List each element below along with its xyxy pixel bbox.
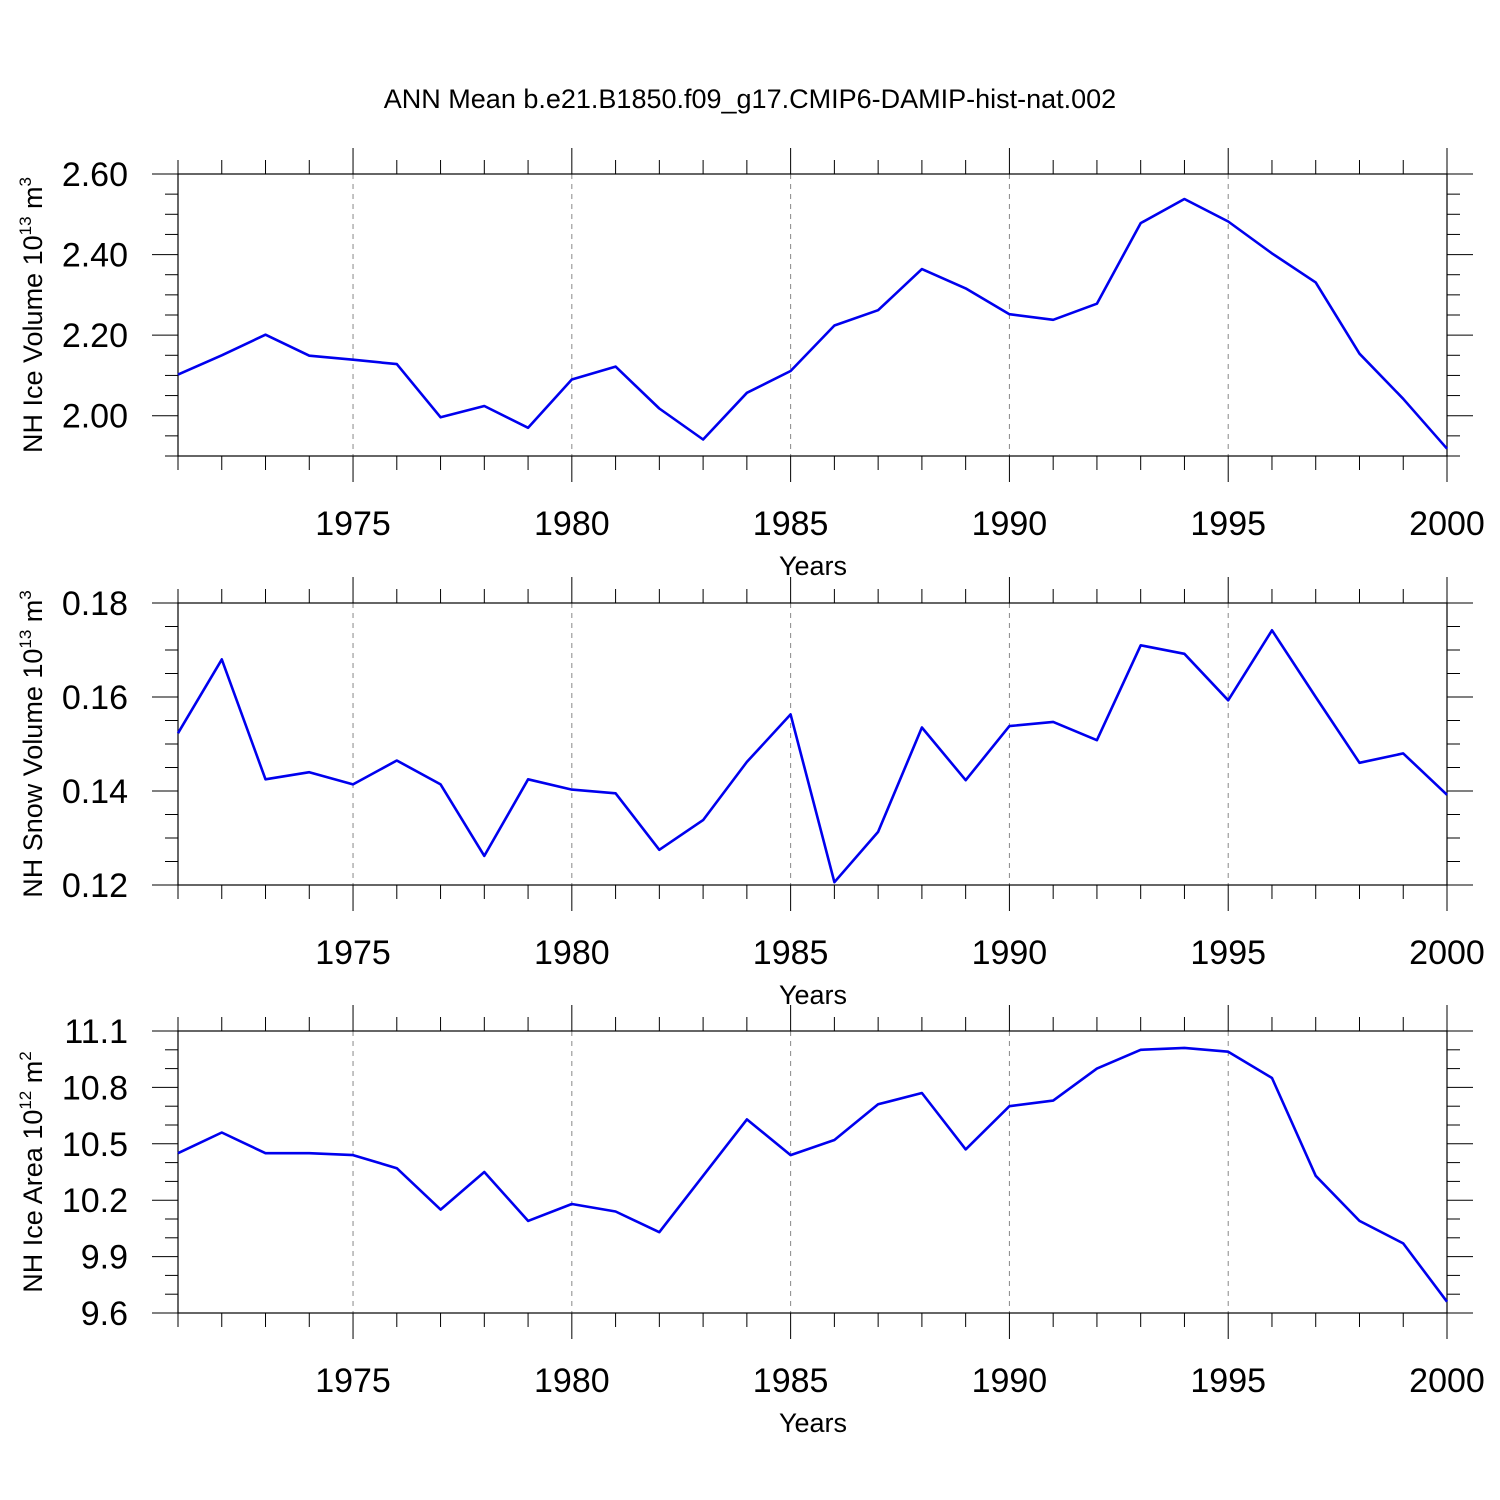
snow-volume-frame <box>177 602 1448 886</box>
snow-volume-y-tick-label: 0.18 <box>62 585 128 623</box>
ice-volume-y-label-text: m <box>18 186 48 216</box>
snow-volume-y-label-exponent: 13 <box>16 630 35 649</box>
snow-volume-y-label-text: m <box>18 600 48 630</box>
snow-volume-y-axis-label: NH Snow Volume 1013 m3 <box>16 590 48 898</box>
ice-volume-x-tick-label: 1995 <box>1190 505 1266 543</box>
ice-volume-x-tick-label: 1980 <box>534 505 610 543</box>
snow-volume-x-tick-label: 2000 <box>1409 934 1485 972</box>
ice-volume-x-tick-label: 2000 <box>1409 505 1485 543</box>
snow-volume-x-tick-label: 1990 <box>972 934 1048 972</box>
snow-volume-panel: 0.12 0.14 0.16 0.18 1975 1980 1985 1990 1995 2000… <box>16 577 1485 1010</box>
ice-volume-panel: 2.00 2.20 2.40 2.60 1975 1980 1985 1990 1995 2000… <box>16 148 1485 581</box>
ice-area-y-label-text: NH Ice Area 10 <box>18 1110 48 1293</box>
ice-volume-frame <box>177 173 1448 457</box>
chart-title: ANN Mean b.e21.B1850.f09_g17.CMIP6-DAMIP… <box>383 84 1117 114</box>
ice-volume-y-label-exponent: 13 <box>16 216 35 235</box>
ice-area-panel: 9.6 9.9 10.2 10.5 10.8 11.1 1975 1980 1985 1990 19… <box>16 1005 1485 1438</box>
ice-area-y-tick-label: 10.2 <box>62 1182 128 1220</box>
ice-area-x-axis-label: Years <box>779 1408 847 1438</box>
ice-volume-series-line <box>177 197 1448 450</box>
ice-volume-x-tick-label: 1990 <box>972 505 1048 543</box>
snow-volume-x-tick-label: 1975 <box>315 934 391 972</box>
snow-volume-y-tick-label: 0.16 <box>62 679 128 717</box>
ice-area-y-axis-label: NH Ice Area 1012 m2 <box>16 1051 48 1292</box>
snow-volume-y-label-exponent: 3 <box>16 590 35 599</box>
snow-volume-series-line <box>176 628 1448 884</box>
ice-volume-y-tick-label: 2.00 <box>62 398 128 436</box>
ice-area-y-label-exponent: 12 <box>16 1091 35 1110</box>
ice-area-y-label-text: m <box>18 1061 48 1091</box>
ice-volume-y-tick-label: 2.60 <box>62 156 128 194</box>
snow-volume-y-tick-label: 0.12 <box>62 867 128 905</box>
ice-area-y-label-exponent: 2 <box>16 1051 35 1060</box>
ice-area-x-tick-label: 1990 <box>972 1362 1048 1400</box>
ice-volume-y-label-text: NH Ice Volume 10 <box>18 235 48 453</box>
ice-area-x-tick-label: 1985 <box>753 1362 829 1400</box>
snow-volume-y-tick-label: 0.14 <box>62 773 128 811</box>
snow-volume-x-tick-label: 1995 <box>1190 934 1266 972</box>
snow-volume-x-axis-label: Years <box>779 980 847 1010</box>
snow-volume-x-tick-label: 1980 <box>534 934 610 972</box>
ice-area-y-tick-label: 10.5 <box>62 1126 128 1164</box>
ice-area-x-tick-label: 1995 <box>1190 1362 1266 1400</box>
ice-area-y-tick-label: 11.1 <box>64 1013 128 1051</box>
ice-area-x-tick-label: 1975 <box>315 1362 391 1400</box>
ice-volume-y-axis-label: NH Ice Volume 1013 m3 <box>16 177 48 453</box>
ice-area-series-line <box>177 1046 1449 1303</box>
ice-area-x-tick-label: 1980 <box>534 1362 610 1400</box>
ice-area-y-tick-label: 10.8 <box>62 1069 128 1107</box>
ice-volume-x-axis-label: Years <box>779 551 847 581</box>
ice-area-x-tick-label: 2000 <box>1409 1362 1485 1400</box>
ice-volume-x-tick-label: 1975 <box>315 505 391 543</box>
ice-area-y-tick-label: 9.6 <box>81 1295 128 1333</box>
ice-volume-y-tick-label: 2.40 <box>62 237 128 275</box>
snow-volume-y-label-text: NH Snow Volume 10 <box>18 649 48 898</box>
ice-area-y-tick-label: 9.9 <box>81 1239 128 1277</box>
ice-volume-x-tick-label: 1985 <box>753 505 829 543</box>
snow-volume-x-tick-label: 1985 <box>753 934 829 972</box>
ice-area-frame <box>177 1030 1448 1314</box>
ice-volume-y-tick-label: 2.20 <box>62 317 128 355</box>
ice-volume-y-label-exponent: 3 <box>16 177 35 186</box>
